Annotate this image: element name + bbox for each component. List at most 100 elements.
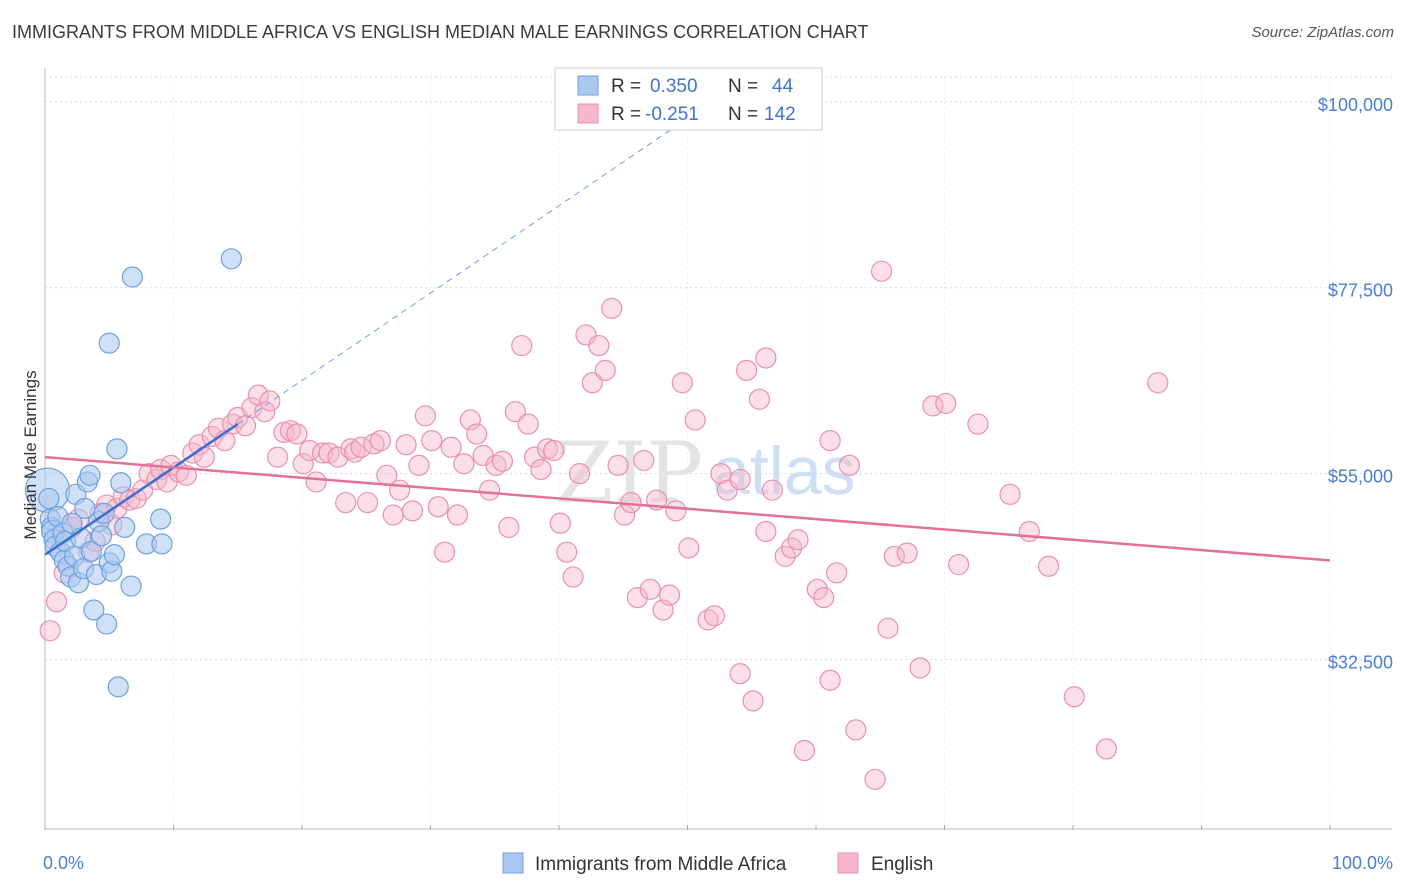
english-point bbox=[327, 446, 349, 468]
english-point bbox=[440, 436, 462, 458]
middle-africa-trend-extension bbox=[237, 117, 688, 425]
middle-africa-point bbox=[114, 516, 136, 538]
middle-africa-point bbox=[90, 525, 113, 547]
english-point bbox=[793, 739, 816, 762]
english-point bbox=[678, 537, 700, 559]
english-point bbox=[703, 605, 726, 627]
english-trend-line bbox=[44, 455, 1331, 562]
english-point bbox=[870, 260, 893, 282]
english-point bbox=[369, 430, 391, 452]
legend-swatch-pink bbox=[577, 103, 599, 124]
english-point bbox=[523, 446, 546, 468]
english-point bbox=[421, 430, 443, 452]
english-point bbox=[922, 395, 944, 417]
english-point bbox=[498, 516, 520, 538]
english-point bbox=[466, 423, 488, 445]
english-point bbox=[594, 359, 616, 381]
english-point bbox=[292, 453, 314, 475]
english-point bbox=[601, 297, 623, 319]
legend-swatch-blue bbox=[577, 75, 599, 96]
english-point bbox=[479, 479, 501, 501]
trend-lines bbox=[44, 117, 1331, 562]
legend-r-value: -0.251 bbox=[645, 104, 699, 125]
y-tick-label: $100,000 bbox=[1318, 95, 1393, 115]
english-point bbox=[259, 390, 281, 412]
chart-title: IMMIGRANTS FROM MIDDLE AFRICA VS ENGLISH… bbox=[12, 22, 869, 42]
english-point bbox=[1063, 686, 1085, 708]
english-point bbox=[543, 439, 565, 462]
english-point bbox=[363, 433, 385, 455]
english-point bbox=[883, 545, 905, 567]
english-point bbox=[453, 453, 475, 475]
english-point bbox=[350, 436, 372, 458]
english-point bbox=[633, 449, 655, 472]
english-point bbox=[427, 496, 449, 518]
middle-africa-point bbox=[107, 676, 129, 698]
english-point bbox=[755, 520, 777, 543]
english-point bbox=[742, 690, 764, 712]
english-point bbox=[665, 500, 687, 522]
legend-n-value: 44 bbox=[772, 76, 794, 97]
english-point bbox=[1095, 738, 1118, 760]
english-point bbox=[562, 566, 584, 588]
chart-source: Source: ZipAtlas.com bbox=[1251, 24, 1394, 41]
english-point bbox=[335, 491, 357, 514]
middle-africa-point bbox=[103, 544, 125, 566]
middle-africa-point bbox=[96, 613, 118, 635]
english-point bbox=[1037, 555, 1060, 577]
english-point bbox=[697, 609, 719, 631]
english-point bbox=[864, 768, 886, 791]
english-point bbox=[748, 388, 771, 410]
y-axis-title: Median Male Earnings bbox=[21, 370, 40, 539]
legend-n-label: N = bbox=[728, 76, 763, 97]
english-point bbox=[671, 372, 693, 394]
english-point bbox=[819, 430, 841, 452]
bottom-legend-swatch-pink bbox=[837, 852, 859, 874]
middle-africa-point bbox=[106, 438, 128, 460]
watermark: ZIP atlas bbox=[555, 424, 856, 522]
legend-r-label: R = bbox=[611, 104, 646, 125]
middle-africa-point bbox=[98, 332, 120, 354]
english-point bbox=[382, 504, 404, 526]
legend-n-label: N = bbox=[728, 104, 763, 125]
english-point bbox=[607, 454, 629, 476]
middle-africa-point bbox=[79, 464, 101, 486]
english-point bbox=[684, 409, 706, 431]
tick-labels: $100,000 $77,500 $55,000 $32,500 0.0% 100.0% bbox=[43, 95, 1393, 873]
english-point bbox=[729, 663, 751, 685]
english-point bbox=[408, 454, 430, 476]
middle-africa-point bbox=[150, 508, 172, 530]
bottom-legend: Immigrants from Middle Africa English bbox=[502, 852, 933, 875]
english-points bbox=[39, 260, 1169, 791]
axes-layer bbox=[44, 68, 1392, 830]
english-point bbox=[549, 512, 571, 534]
english-point bbox=[459, 409, 481, 431]
middle-africa-point bbox=[220, 248, 242, 270]
middle-africa-point bbox=[151, 533, 173, 555]
english-point bbox=[485, 454, 507, 476]
english-point bbox=[434, 541, 456, 563]
english-point bbox=[234, 415, 257, 437]
english-point bbox=[1018, 520, 1040, 543]
english-point bbox=[530, 458, 552, 481]
legend-r-label: R = bbox=[611, 76, 646, 97]
middle-africa-point bbox=[121, 266, 143, 288]
english-point bbox=[845, 719, 867, 741]
english-point bbox=[967, 413, 989, 435]
english-point bbox=[504, 401, 526, 423]
middle-africa-point bbox=[38, 487, 60, 510]
english-point bbox=[825, 562, 848, 584]
english-point bbox=[305, 471, 327, 493]
english-point bbox=[935, 392, 957, 415]
english-point bbox=[356, 491, 379, 514]
correlation-legend: R = 0.350 N = 44 R = -0.251 N = 142 bbox=[554, 67, 823, 131]
middle-africa-point bbox=[120, 575, 142, 597]
english-point bbox=[909, 657, 931, 679]
grid-layer bbox=[45, 76, 1395, 829]
english-point bbox=[736, 359, 758, 381]
x-tick-label: 0.0% bbox=[43, 853, 84, 873]
english-point bbox=[613, 504, 636, 526]
english-point bbox=[877, 617, 899, 639]
